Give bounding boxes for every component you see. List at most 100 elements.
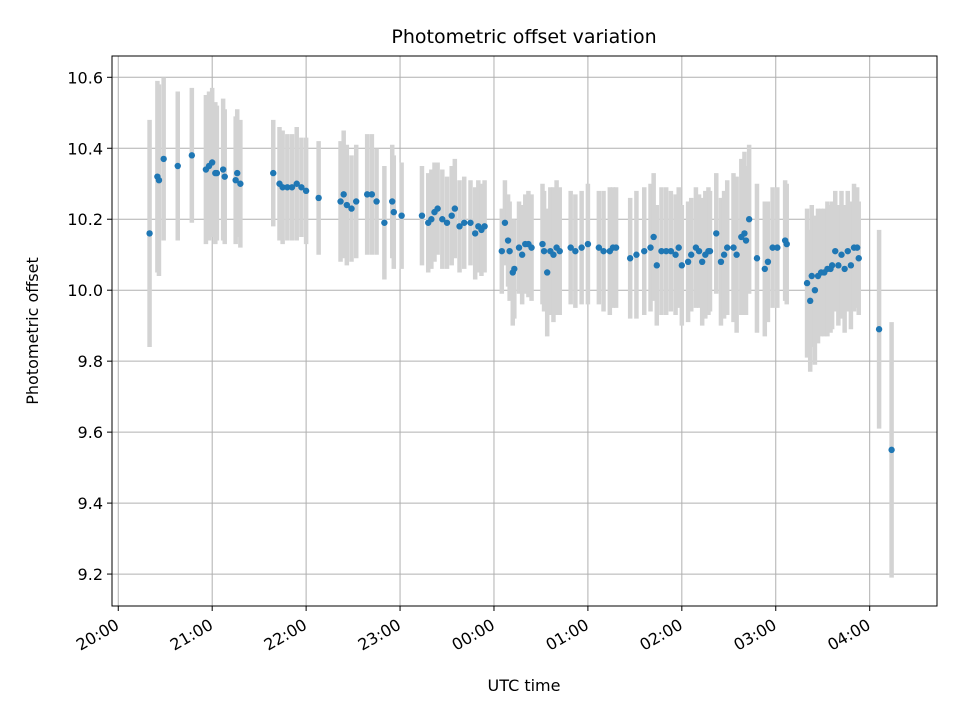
data-point (146, 230, 153, 237)
data-point (595, 244, 603, 251)
data-point (567, 244, 574, 251)
data-point (717, 258, 725, 266)
plot-frame (111, 55, 938, 607)
data-point (832, 247, 839, 255)
data-point (540, 247, 548, 255)
data-point (506, 247, 513, 255)
data-point (288, 184, 296, 191)
x-axis-label: UTC time (488, 676, 561, 695)
data-point (888, 446, 895, 454)
data-point (841, 265, 848, 273)
data-point (695, 247, 703, 255)
data-point (838, 251, 845, 258)
data-point (678, 262, 686, 269)
data-point (471, 230, 479, 237)
data-point (237, 180, 244, 187)
y-tick-label: 9.8 (78, 352, 103, 371)
data-point (234, 169, 241, 177)
data-point (835, 262, 842, 269)
data-point (764, 258, 772, 266)
data-point (688, 251, 695, 258)
y-tick-label: 9.4 (78, 494, 103, 513)
data-point (315, 194, 322, 202)
data-point (389, 198, 396, 205)
data-point (174, 162, 181, 170)
data-point (578, 244, 585, 251)
data-point (584, 240, 592, 248)
data-point (600, 247, 607, 255)
data-point (284, 184, 291, 191)
data-point (160, 155, 167, 163)
data-point (626, 255, 634, 262)
data-point (847, 262, 855, 269)
data-point (698, 258, 706, 266)
data-point (188, 152, 196, 159)
data-point (733, 251, 740, 258)
y-tick-label: 10.4 (67, 139, 103, 158)
data-point (434, 205, 441, 212)
data-point (448, 212, 455, 219)
data-point (155, 176, 163, 184)
y-tick-label: 10.0 (67, 281, 103, 300)
data-point (855, 255, 862, 262)
data-point (270, 169, 277, 177)
data-point (348, 205, 355, 212)
data-point (363, 191, 371, 198)
data-point (543, 269, 551, 276)
data-point (675, 244, 682, 251)
data-point (398, 212, 405, 219)
data-point (501, 219, 509, 226)
data-point (461, 219, 468, 226)
data-point (641, 247, 648, 255)
data-point (684, 258, 692, 266)
data-point (811, 286, 819, 294)
data-point (498, 247, 506, 255)
data-point (418, 212, 426, 219)
data-point (662, 247, 670, 255)
data-point (528, 244, 535, 251)
data-point (511, 265, 518, 273)
data-point (373, 198, 380, 205)
data-point (221, 173, 228, 180)
data-point (647, 244, 654, 251)
data-point (650, 233, 657, 241)
data-point (353, 198, 360, 205)
data-points (146, 152, 895, 454)
data-point (298, 184, 305, 191)
data-point (481, 223, 488, 230)
data-point (456, 223, 463, 230)
y-tick-label: 10.2 (67, 210, 103, 229)
data-point (390, 208, 397, 216)
data-point (761, 265, 768, 273)
data-point (658, 247, 665, 255)
data-point (783, 240, 790, 248)
data-point (539, 240, 546, 248)
data-point (745, 216, 753, 223)
data-point (808, 272, 815, 280)
data-point (467, 219, 474, 226)
data-point (518, 251, 526, 258)
data-point (515, 244, 523, 251)
data-point (232, 176, 239, 184)
data-point (302, 187, 310, 195)
data-point (572, 247, 579, 255)
data-point (439, 216, 446, 223)
data-point (713, 230, 720, 237)
data-point (504, 237, 512, 244)
data-point (769, 244, 776, 251)
data-point (208, 159, 216, 166)
data-point (706, 247, 714, 255)
data-point (806, 297, 814, 305)
y-tick-label: 9.2 (78, 565, 103, 584)
data-point (742, 237, 750, 244)
data-point (803, 279, 811, 287)
y-tick-label: 9.6 (78, 423, 103, 442)
data-point (774, 244, 781, 251)
data-point (293, 180, 300, 187)
data-point (853, 244, 861, 251)
y-tick-label: 10.6 (67, 68, 103, 87)
data-point (741, 230, 748, 237)
data-point (753, 255, 761, 262)
y-axis-label: Photometric offset (23, 257, 42, 405)
